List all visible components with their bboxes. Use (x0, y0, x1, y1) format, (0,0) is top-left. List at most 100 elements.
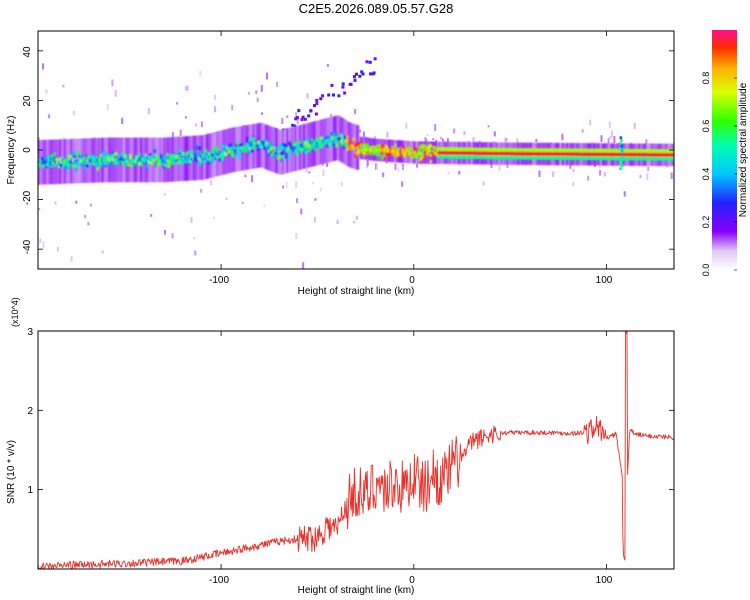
spectrogram-ridge-cell (409, 147, 413, 152)
spectrogram-ridge-cell (665, 157, 669, 161)
spectrogram-ridge-cell (591, 152, 595, 157)
spectrogram-ridge-cell (460, 155, 464, 159)
spectrogram-ridge-cell (326, 138, 329, 143)
spectrogram-ridge-cell (647, 149, 650, 153)
spectrogram-ridge-cell (628, 152, 632, 157)
spectrogram-ridge-cell (491, 151, 494, 156)
spectrogram-ridge-cell (284, 144, 288, 149)
spectrogram-ridge-cell (249, 147, 252, 151)
spectrogram-ridge-cell (181, 159, 184, 164)
spectrogram-branch-blob (352, 75, 356, 79)
spectrogram-ridge-cell (653, 157, 656, 161)
spectrogram-ridge-cell (384, 144, 388, 149)
spectrogram-ridge-cell (394, 148, 397, 153)
spectrogram-ridge-cell (317, 143, 320, 148)
spectrogram-ridge-cell (162, 162, 166, 166)
spectrogram-ridge-cell (482, 147, 485, 152)
colorbar-label: Normalized spectral amplitude (738, 82, 749, 217)
spectrogram-ridge-cell (190, 149, 194, 154)
spectrogram-ridge-cell (562, 156, 565, 160)
spectrogram-ridge-cell (639, 152, 642, 157)
spectrogram-ridge-cell (522, 156, 525, 160)
spectrogram-branch-blob (314, 112, 318, 116)
spectrogram-ridge-cell (428, 143, 431, 148)
spectrogram-ridge-cell (98, 158, 101, 162)
spectrogram-noise-speck (366, 165, 369, 169)
spectrogram-ridge-cell (232, 151, 235, 155)
spectrogram-ridge-cell (546, 148, 550, 152)
spectrogram-ridge-cell (562, 148, 565, 152)
spectrogram-xtick-label: 0 (409, 275, 415, 286)
spectrogram-ridge-cell (122, 158, 126, 162)
spectrogram-ridge-cell (101, 157, 104, 161)
spectrogram-ridge-cell (426, 148, 430, 152)
spectrogram-ridge-cell (415, 149, 419, 154)
spectrogram-noise-speck (260, 85, 263, 92)
spectrogram-ridge-cell (344, 139, 348, 143)
spectrogram-ridge-cell (287, 141, 291, 146)
spectrogram-ridge-cell (337, 138, 340, 143)
spectrogram-ridge-cell (122, 153, 126, 157)
spectrogram-ridge-cell (528, 152, 531, 156)
spectrogram-ridge-cell (172, 154, 175, 158)
spectrogram-ridge-cell (519, 152, 522, 156)
spectrogram-ridge-cell (633, 152, 636, 157)
spectrogram-noise-speck (70, 256, 73, 262)
spectrogram-noise-speck (340, 181, 343, 187)
spectrogram-ridge-cell (67, 165, 70, 170)
spectrogram-ridge-cell (250, 142, 254, 146)
spectrogram-ridge-cell (173, 157, 177, 162)
spectrogram-noise-speck (416, 163, 419, 168)
spectrogram-ridge-cell (92, 159, 95, 164)
spectrogram-ridge-cell (616, 148, 619, 153)
spectrogram-ridge-cell (667, 157, 670, 161)
spectrogram-ridge-cell (437, 151, 440, 155)
spectrogram-noise-speck (84, 214, 87, 219)
spectrogram-ridge-cell (463, 147, 467, 151)
spectrogram-ridge-cell (406, 152, 410, 157)
spectrogram-ridge-cell (569, 148, 573, 152)
spectrogram-ridge-cell (397, 148, 400, 152)
spectrogram-ridge-cell (224, 145, 228, 149)
spectrogram-ridge-cell (633, 156, 636, 161)
spectrogram-ridge-cell (483, 151, 487, 156)
spectrogram-ridge-cell (534, 152, 538, 156)
spectrogram-ridge-cell (627, 148, 630, 153)
spectrogram-ridge-cell (207, 152, 211, 156)
spectrogram-ridge-cell (388, 152, 391, 157)
spectrogram-ridge-cell (317, 141, 320, 145)
spectrogram-ridge-cell (617, 148, 621, 153)
spectrogram-ridge-cell (460, 147, 464, 151)
spectrogram-ridge-cell (608, 148, 612, 153)
spectrogram-ridge-cell (418, 157, 422, 162)
spectrogram-ridge-cell (343, 140, 346, 145)
spectrogram-noise-speck (426, 134, 429, 137)
spectrogram-ridge-cell (196, 155, 200, 159)
spectrogram-noise-speck (300, 208, 303, 215)
spectrogram-ridge-cell (631, 152, 635, 157)
spectrogram-xtick-label: 100 (596, 275, 613, 286)
spectrogram-ridge-cell (571, 156, 575, 160)
spectrogram-ridge-cell (67, 163, 70, 167)
spectrogram-ridge-cell (451, 147, 454, 151)
spectrogram-ridge-cell (662, 153, 665, 157)
spectrogram-ridge-cell (354, 144, 357, 148)
spectrogram-ridge-cell (377, 150, 380, 155)
spectrogram-ridge-cell (272, 151, 275, 155)
spectrogram-ridge-cell (216, 150, 220, 154)
spectrogram-ridge-cell (289, 145, 292, 149)
spectrogram-ridge-cell (566, 152, 570, 156)
spectrogram-ridge-cell (596, 148, 599, 153)
spectrogram-noise-speck (56, 247, 59, 252)
spectrogram-ridge-cell (334, 139, 337, 144)
spectrogram-ridge-cell (82, 157, 86, 161)
spectrogram-noise-speck (670, 172, 673, 179)
spectrogram-ridge-cell (110, 155, 114, 159)
spectrogram-ridge-cell (543, 148, 547, 152)
spectrogram-ridge-cell (631, 156, 635, 161)
spectrogram-ridge-cell (603, 152, 607, 157)
spectrogram-ridge-cell (491, 147, 494, 152)
spectrogram-ridge-cell (218, 158, 221, 162)
spectrogram-ridge-cell (582, 156, 585, 160)
spectrogram-ridge-cell (516, 148, 519, 152)
